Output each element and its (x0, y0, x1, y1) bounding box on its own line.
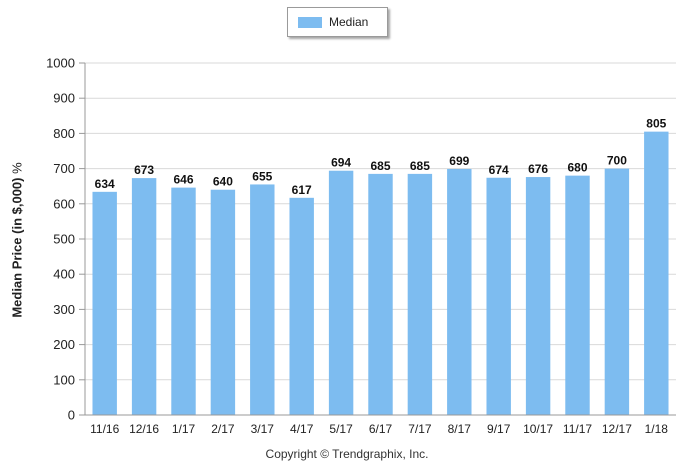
bar (171, 187, 196, 415)
x-tick-label: 7/17 (408, 422, 432, 436)
bars (92, 131, 669, 415)
y-tick-label: 800 (53, 126, 75, 141)
bar-value-label: 673 (134, 163, 154, 177)
y-tick-label: 100 (53, 372, 75, 387)
bar-value-label: 685 (410, 159, 430, 173)
bar (407, 173, 433, 415)
y-tick-label: 0 (68, 408, 75, 423)
y-tick-label: 300 (53, 302, 75, 317)
x-tick-label: 5/17 (329, 422, 353, 436)
y-tick-label: 900 (53, 91, 75, 106)
y-axis-label-suffix: % (9, 162, 25, 174)
x-axis-ticks: 11/16 12/16 1/17 2/17 3/17 4/17 5/17 6/17 7/17 8/… (85, 414, 676, 436)
x-tick-label: 4/17 (290, 422, 314, 436)
x-tick-label: 11/16 (90, 422, 119, 436)
bar-value-label: 700 (607, 154, 627, 168)
legend-swatch-median (298, 17, 322, 28)
bar-value-label: 805 (646, 117, 666, 131)
y-tick-label: 200 (53, 337, 75, 352)
x-tick-label: 10/17 (523, 422, 553, 436)
x-tick-label: 8/17 (448, 422, 472, 436)
bar (250, 184, 275, 415)
bar (92, 191, 117, 415)
bar-value-label: 655 (252, 169, 272, 183)
bar (289, 197, 314, 415)
bar-value-label: 680 (567, 161, 587, 175)
legend: Median (287, 7, 388, 37)
y-axis-ticks: 0 100 200 300 400 500 600 700 800 900 1000 (46, 56, 86, 423)
legend-label-median: Median (329, 15, 369, 29)
bar-value-label: 699 (449, 154, 469, 168)
bar-value-label: 694 (331, 156, 351, 170)
bar (565, 175, 590, 415)
x-tick-label: 6/17 (369, 422, 393, 436)
y-tick-label: 500 (53, 232, 75, 247)
x-tick-label: 1/18 (645, 422, 669, 436)
bar (604, 168, 630, 415)
bar (368, 173, 393, 415)
bar (328, 170, 354, 415)
x-tick-label: 11/17 (563, 422, 592, 436)
bar-value-label: 674 (489, 163, 509, 177)
y-tick-label: 700 (53, 161, 75, 176)
bar-value-label: 617 (292, 183, 312, 197)
bar-value-label: 685 (370, 159, 390, 173)
bar-value-label: 646 (173, 173, 193, 187)
bar (486, 177, 511, 415)
x-tick-label: 12/16 (129, 422, 159, 436)
y-axis-label: Median Price (in $,000) (9, 177, 25, 318)
copyright-text: Copyright © Trendgraphix, Inc. (265, 447, 429, 461)
x-tick-label: 12/17 (602, 422, 632, 436)
bar (447, 168, 472, 415)
bar (131, 178, 157, 415)
bar-value-label: 676 (528, 162, 548, 176)
bar (210, 189, 236, 415)
x-tick-label: 9/17 (487, 422, 511, 436)
bar-value-labels: 634 673 646 640 655 617 694 685 685 699 674 676 680 7… (95, 117, 667, 197)
y-tick-label: 400 (53, 267, 75, 282)
x-tick-label: 2/17 (211, 422, 235, 436)
x-tick-label: 3/17 (251, 422, 275, 436)
bar-value-label: 634 (95, 177, 115, 191)
x-tick-label: 1/17 (172, 422, 196, 436)
y-axis-title: Median Price (in $,000) % (10, 162, 25, 317)
bar (644, 131, 669, 415)
bar-value-label: 640 (213, 175, 233, 189)
y-tick-label: 1000 (46, 56, 75, 71)
bar (525, 177, 551, 415)
y-tick-label: 600 (53, 196, 75, 211)
